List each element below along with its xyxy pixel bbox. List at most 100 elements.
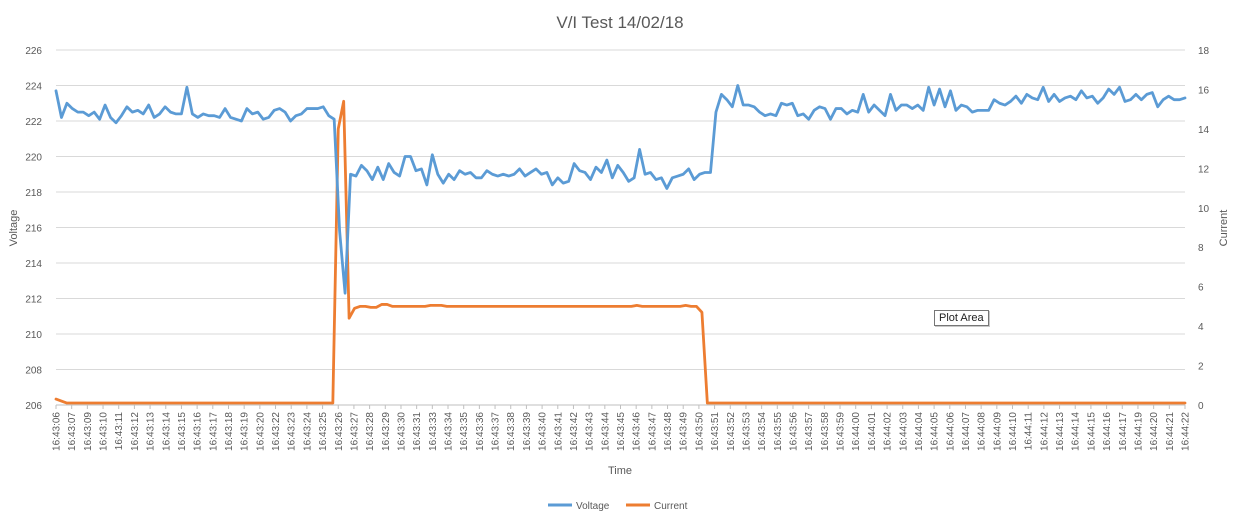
x-tick-label: 16:43:57	[804, 412, 815, 451]
x-tick-label: 16:43:53	[741, 412, 752, 451]
x-tick-label: 16:43:37	[491, 412, 502, 451]
x-tick-label: 16:44:05	[930, 412, 941, 451]
x-tick-label: 16:44:15	[1086, 412, 1097, 451]
x-tick-label: 16:43:15	[177, 412, 188, 451]
y-right-tick-label: 12	[1198, 164, 1210, 175]
x-tick-label: 16:44:03	[898, 412, 909, 451]
x-tick-label: 16:43:13	[146, 412, 157, 451]
y-left-tick-label: 222	[25, 117, 42, 128]
x-tick-label: 16:44:00	[851, 412, 862, 451]
x-tick-label: 16:43:12	[130, 412, 141, 451]
x-tick-label: 16:43:33	[428, 412, 439, 451]
y-left-tick-label: 210	[25, 330, 42, 341]
x-tick-label: 16:43:18	[224, 412, 235, 451]
x-tick-label: 16:44:11	[1024, 412, 1035, 451]
x-tick-label: 16:43:58	[820, 412, 831, 451]
plot-area-tooltip: Plot Area	[934, 310, 989, 326]
y-left-tick-label: 220	[25, 153, 42, 164]
x-tick-label: 16:44:02	[883, 412, 894, 451]
x-tick-label: 16:44:07	[961, 412, 972, 451]
x-tick-label: 16:44:08	[977, 412, 988, 451]
x-tick-label: 16:43:11	[114, 412, 125, 451]
x-tick-label: 16:44:20	[1149, 412, 1160, 451]
y-left-tick-label: 214	[25, 259, 42, 270]
x-tick-label: 16:44:14	[1071, 412, 1082, 451]
x-tick-label: 16:43:09	[83, 412, 94, 451]
legend-label-current: Current	[654, 501, 688, 512]
x-tick-label: 16:43:23	[287, 412, 298, 451]
x-tick-label: 16:44:09	[992, 412, 1003, 451]
x-tick-label: 16:43:17	[208, 412, 219, 451]
x-tick-label: 16:43:30	[396, 412, 407, 451]
x-tick-label: 16:44:21	[1165, 412, 1176, 451]
y-axis-right-label: Current	[1218, 210, 1230, 247]
x-axis-ticks: 16:43:06 16:43:07 16:43:09 16:43:10 16:43:11…	[52, 405, 1192, 451]
x-tick-label: 16:44:10	[1008, 412, 1019, 451]
x-tick-label: 16:43:52	[726, 412, 737, 451]
x-tick-label: 16:43:24	[302, 412, 313, 451]
y-axis-left-label: Voltage	[8, 210, 20, 247]
y-right-tick-label: 8	[1198, 243, 1204, 254]
y-right-tick-label: 14	[1198, 125, 1210, 136]
gridlines	[56, 49, 1185, 370]
x-tick-label: 16:43:16	[193, 412, 204, 451]
y-right-tick-label: 4	[1198, 322, 1204, 333]
x-tick-label: 16:43:41	[553, 412, 564, 451]
x-tick-label: 16:43:45	[616, 412, 627, 451]
x-tick-label: 16:43:42	[569, 412, 580, 451]
x-tick-label: 16:44:04	[914, 412, 925, 451]
y-right-tick-label: 0	[1198, 401, 1204, 412]
x-tick-label: 16:43:46	[632, 412, 643, 451]
series-line-voltage	[54, 84, 1187, 295]
x-tick-label: 16:43:20	[255, 412, 266, 451]
x-tick-label: 16:43:10	[99, 412, 110, 451]
y-left-tick-label: 226	[25, 46, 42, 57]
x-tick-label: 16:43:35	[459, 412, 470, 451]
x-tick-label: 16:43:39	[522, 412, 533, 451]
x-tick-label: 16:43:49	[679, 412, 690, 451]
x-tick-label: 16:43:19	[240, 412, 251, 451]
x-tick-label: 16:44:13	[1055, 412, 1066, 451]
x-tick-label: 16:43:38	[506, 412, 517, 451]
x-tick-label: 16:43:36	[475, 412, 486, 451]
y-left-tick-label: 206	[25, 401, 42, 412]
legend-item-current: Current	[626, 501, 688, 512]
x-tick-label: 16:43:31	[412, 412, 423, 451]
x-tick-label: 16:43:47	[647, 412, 658, 451]
x-axis-label: Time	[608, 465, 632, 477]
x-tick-label: 16:44:19	[1133, 412, 1144, 451]
y-right-tick-label: 18	[1198, 46, 1210, 57]
x-tick-label: 16:43:07	[67, 412, 78, 451]
y-right-tick-label: 6	[1198, 283, 1204, 294]
y-right-tick-label: 2	[1198, 362, 1204, 373]
x-tick-label: 16:43:43	[585, 412, 596, 451]
x-tick-label: 16:43:06	[52, 412, 63, 451]
legend-label-voltage: Voltage	[576, 501, 610, 512]
x-tick-label: 16:44:01	[867, 412, 878, 451]
x-tick-label: 16:43:26	[334, 412, 345, 451]
x-tick-label: 16:44:17	[1118, 412, 1129, 451]
x-tick-label: 16:43:28	[365, 412, 376, 451]
y-left-tick-label: 216	[25, 224, 42, 235]
x-tick-label: 16:43:51	[710, 412, 721, 451]
y-left-tick-label: 218	[25, 188, 42, 199]
x-tick-label: 16:43:56	[788, 412, 799, 451]
series-layer	[54, 84, 1187, 405]
x-tick-label: 16:43:25	[318, 412, 329, 451]
x-tick-label: 16:43:55	[773, 412, 784, 451]
x-tick-label: 16:44:12	[1039, 412, 1050, 451]
x-tick-label: 16:43:27	[349, 412, 360, 451]
x-tick-label: 16:43:54	[757, 412, 768, 451]
chart-title: V/I Test 14/02/18	[556, 13, 683, 32]
y-left-tick-label: 224	[25, 82, 42, 93]
left-axis-ticks: 206 208 210 212 214 216 218 220 222 224 226	[25, 46, 42, 412]
series-line-current	[54, 99, 1187, 405]
x-tick-label: 16:43:29	[381, 412, 392, 451]
y-left-tick-label: 212	[25, 295, 42, 306]
legend: Voltage Current	[548, 501, 688, 512]
x-tick-label: 16:44:06	[945, 412, 956, 451]
x-tick-label: 16:43:22	[271, 412, 282, 451]
x-tick-label: 16:44:16	[1102, 412, 1113, 451]
